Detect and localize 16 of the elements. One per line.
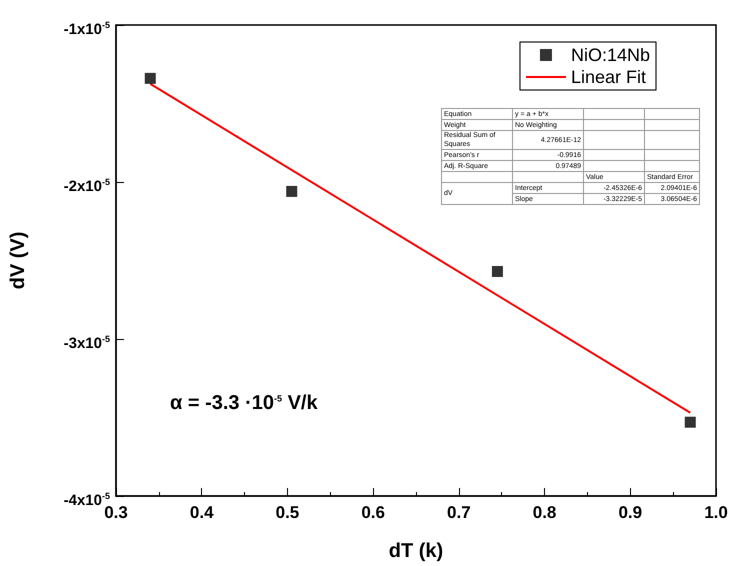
y-tick-label: -2x10$^{-5}$	[64, 176, 110, 196]
x-tick-label: 1.0	[704, 503, 728, 522]
x-tick-label: 0.5	[276, 503, 300, 522]
y-tick-label: -1x10$^{-5}$	[64, 19, 110, 39]
legend-label: NiO:14Nb	[570, 45, 650, 65]
x-tick-label: 0.4	[190, 503, 214, 522]
x-tick-label: 0.9	[618, 503, 642, 522]
legend-label: Linear Fit	[570, 67, 646, 87]
x-tick-label: 0.3	[104, 503, 128, 522]
y-tick-label: -3x10$^{-5}$	[64, 333, 110, 353]
x-tick-label: 0.6	[361, 503, 385, 522]
x-tick-label: 0.7	[447, 503, 471, 522]
y-axis-title: dV (V)	[7, 232, 29, 290]
x-tick-label: 0.8	[532, 503, 556, 522]
x-axis-title: dT (k)	[388, 540, 444, 562]
annotation: α = -3.3 ·10$^{-5}$ V/k	[170, 392, 318, 415]
